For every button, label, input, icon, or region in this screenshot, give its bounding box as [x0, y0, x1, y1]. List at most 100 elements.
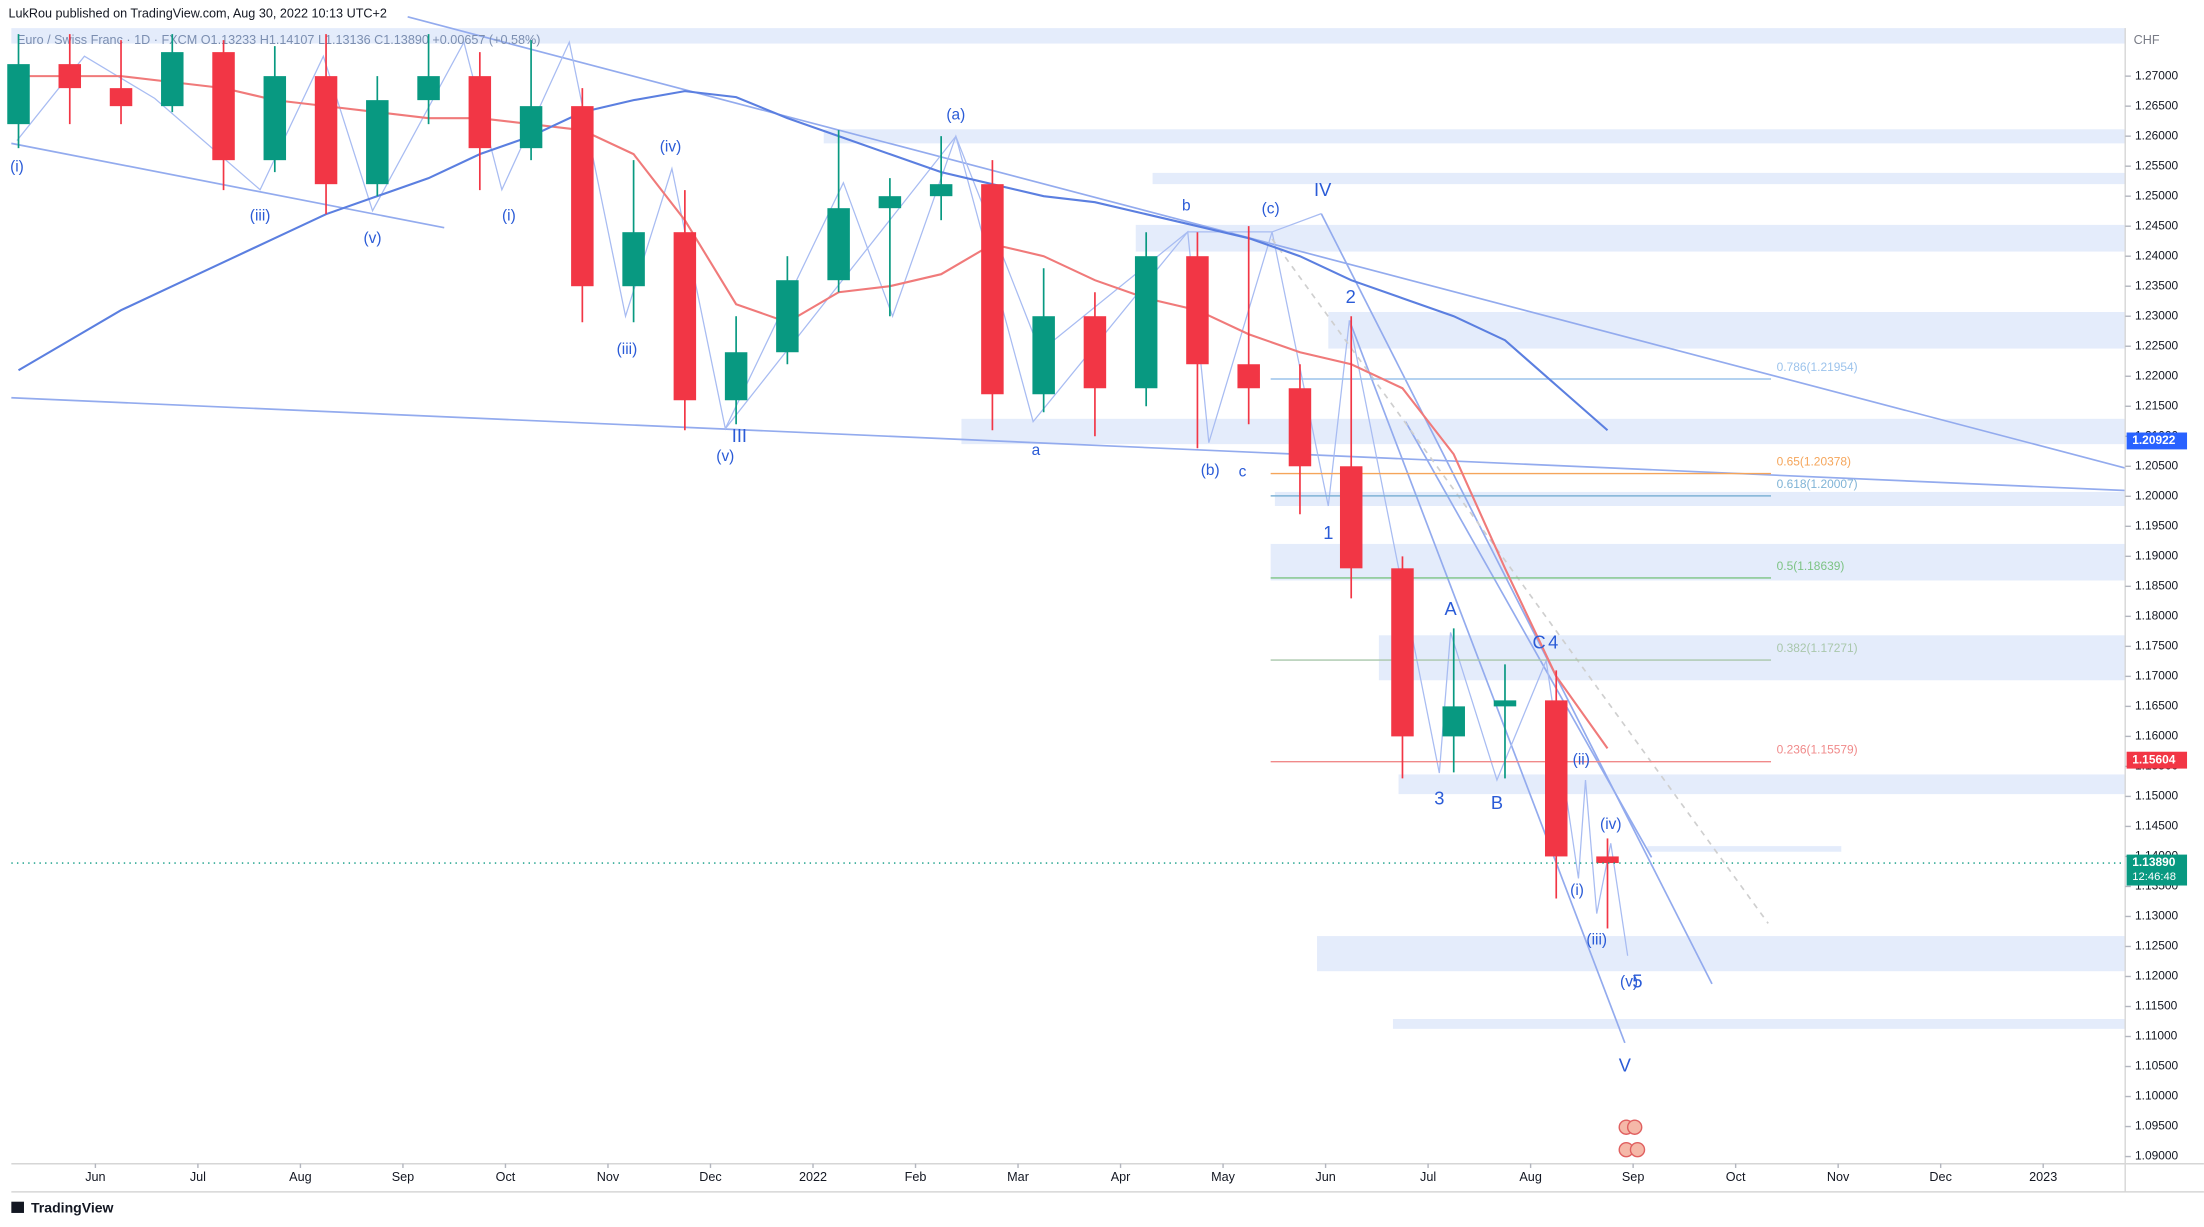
y-tick-label: 1.27000 [2135, 68, 2179, 82]
trendline [1404, 421, 1653, 858]
y-tick-label: 1.24000 [2135, 248, 2179, 262]
x-tick-label: 2022 [799, 1170, 827, 1184]
y-tick-label: 1.18500 [2135, 578, 2179, 592]
x-tick-label: Dec [699, 1170, 721, 1184]
x-tick-label: Oct [496, 1170, 516, 1184]
x-tick-label: Sep [1622, 1170, 1644, 1184]
wave-label: (a) [946, 106, 965, 123]
x-tick-label: Dec [1929, 1170, 1951, 1184]
y-tick-label: 1.16000 [2135, 729, 2179, 743]
x-tick-label: Sep [392, 1170, 414, 1184]
candle-body [878, 196, 902, 209]
y-tick-label: 1.15000 [2135, 789, 2179, 803]
x-tick-label: Apr [1111, 1170, 1131, 1184]
y-tick-label: 1.22000 [2135, 368, 2179, 382]
y-tick-label: 1.25000 [2135, 188, 2179, 202]
candle-body [1134, 256, 1158, 389]
fib-label: 0.236(1.15579) [1777, 743, 1858, 757]
fib-label: 0.65(1.20378) [1777, 455, 1851, 469]
candle-body [161, 52, 184, 107]
zone [823, 129, 2126, 144]
y-tick-label: 1.11000 [2135, 1029, 2178, 1043]
wave-label: A [1444, 598, 1457, 619]
wave-label: 4 [1548, 632, 1558, 653]
wave-label: (v) [364, 230, 382, 247]
fib-label: 0.618(1.20007) [1777, 477, 1858, 491]
wave-label: c [1239, 463, 1247, 480]
y-tick-label: 1.23000 [2135, 308, 2179, 322]
candle-body [314, 76, 338, 185]
wave-label: V [1619, 1055, 1632, 1076]
wave-label: (iii) [617, 341, 638, 358]
wave-label: IV [1314, 179, 1332, 200]
y-tick-label: 1.16500 [2135, 699, 2179, 713]
candle-body [58, 64, 82, 89]
x-tick-label: Mar [1007, 1170, 1029, 1184]
zones [11, 28, 2126, 1029]
candle-body [468, 76, 492, 149]
wave-label: (iii) [1586, 931, 1607, 948]
candle-body [212, 52, 235, 161]
price-tag [2126, 751, 2188, 769]
wave-label: (iv) [1600, 816, 1621, 833]
candle-body [673, 232, 697, 401]
x-tick-label: Jul [1420, 1170, 1436, 1184]
moving-average [17, 90, 1609, 432]
x-tick-label: Jun [85, 1170, 105, 1184]
candle-body [417, 76, 440, 101]
candle-body [1288, 388, 1312, 467]
currency: CHF [2134, 33, 2160, 47]
candle-body [1339, 466, 1363, 569]
candle-body [622, 232, 645, 287]
candle-body [1596, 856, 1619, 864]
event-icon [1626, 1119, 1643, 1135]
candle-body [1186, 256, 1209, 365]
wave-label: III [732, 425, 747, 446]
wave-label: 5 [1632, 970, 1642, 991]
y-tick-label: 1.20000 [2135, 488, 2179, 502]
trendline [1348, 320, 1626, 1044]
y-tick-label: 1.23500 [2135, 278, 2179, 292]
x-tick-label: Oct [1726, 1170, 1746, 1184]
y-tick-label: 1.17000 [2135, 669, 2179, 683]
wave-label: 3 [1434, 788, 1444, 809]
x-tick-label: Nov [1827, 1170, 1850, 1184]
candle-body [1544, 700, 1568, 857]
x-tick-label: May [1211, 1170, 1236, 1184]
y-tick-label: 1.19000 [2135, 548, 2179, 562]
candle-body [571, 106, 594, 287]
wave-label: (v) [716, 448, 734, 465]
trendline [11, 396, 2126, 492]
y-tick-label: 1.21500 [2135, 398, 2179, 412]
wave-label: a [1032, 442, 1041, 459]
candle-body [724, 352, 748, 401]
trendline [11, 142, 445, 229]
candle-body [1032, 316, 1055, 395]
y-tick-label: 1.09000 [2135, 1149, 2179, 1163]
countdown: 12:46:48 [2132, 871, 2176, 883]
wave-label: 2 [1346, 286, 1356, 307]
candle-body [827, 208, 850, 281]
zone [1392, 1018, 2126, 1029]
candle-body [366, 100, 389, 185]
wave-label: (iv) [660, 139, 681, 156]
event-icons [1618, 1119, 1646, 1158]
y-tick-label: 1.10000 [2135, 1089, 2179, 1103]
y-tick-label: 1.18000 [2135, 608, 2179, 622]
wave-label: (iii) [250, 208, 271, 225]
y-tick-label: 1.11500 [2135, 999, 2178, 1013]
candle-body [1237, 364, 1260, 389]
candle-body [1493, 700, 1517, 707]
wave-label: (v) [1620, 974, 1638, 991]
y-tick-label: 1.20500 [2135, 458, 2179, 472]
zone [1398, 774, 2126, 795]
x-tick-label: Aug [1519, 1170, 1541, 1184]
y-tick-label: 1.12000 [2135, 969, 2179, 983]
candle-body [1083, 316, 1107, 389]
y-tick-label: 1.13000 [2135, 909, 2179, 923]
x-tick-label: Aug [289, 1170, 311, 1184]
zone [1378, 635, 2126, 681]
fib-label: 0.5(1.18639) [1777, 559, 1845, 573]
y-tick-label: 1.10500 [2135, 1059, 2179, 1073]
